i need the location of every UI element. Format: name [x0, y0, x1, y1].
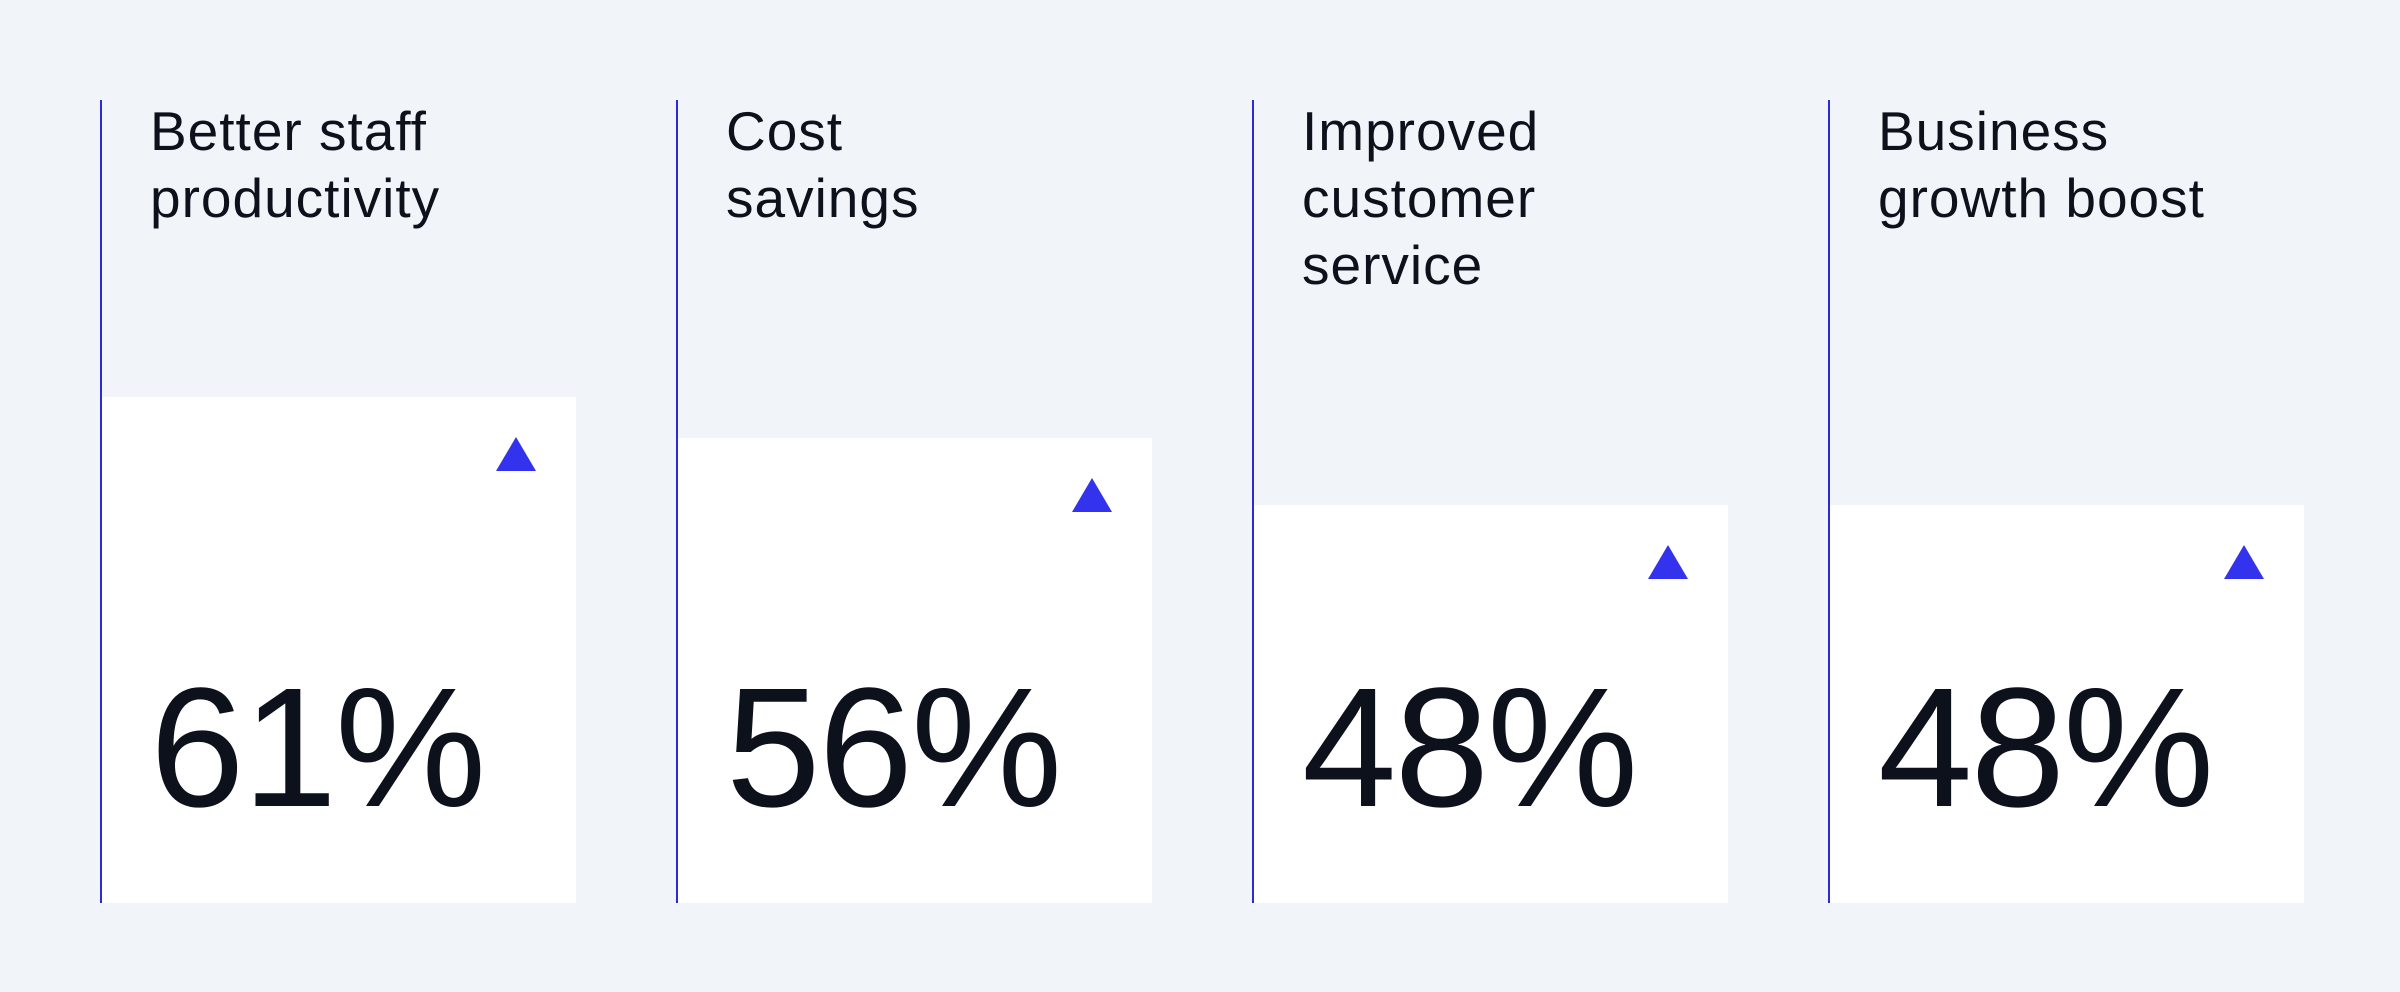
bar [1828, 504, 2304, 903]
value-label: 61% [150, 653, 486, 843]
card-title: Cost savings [726, 100, 920, 229]
bar [1252, 504, 1728, 903]
triangle [496, 436, 536, 471]
up-indicator [1072, 478, 1112, 513]
divider [1828, 100, 1830, 903]
divider [676, 100, 678, 903]
bar [100, 396, 576, 903]
up-indicator [1648, 544, 1688, 579]
up-indicator [496, 436, 536, 471]
value-label: 48% [1302, 653, 1638, 843]
up-indicator [2224, 544, 2264, 579]
card-title: Business growth boost [1878, 100, 2205, 229]
value-label: 48% [1878, 653, 2214, 843]
triangle [1072, 478, 1112, 513]
card-title: Improved customer service [1302, 100, 1540, 296]
divider [1252, 100, 1254, 903]
triangle [2224, 544, 2264, 579]
divider [100, 100, 102, 903]
triangle [1648, 544, 1688, 579]
bar [676, 438, 1152, 903]
value-label: 56% [726, 653, 1062, 843]
card-title: Better staff productivity [150, 100, 441, 229]
